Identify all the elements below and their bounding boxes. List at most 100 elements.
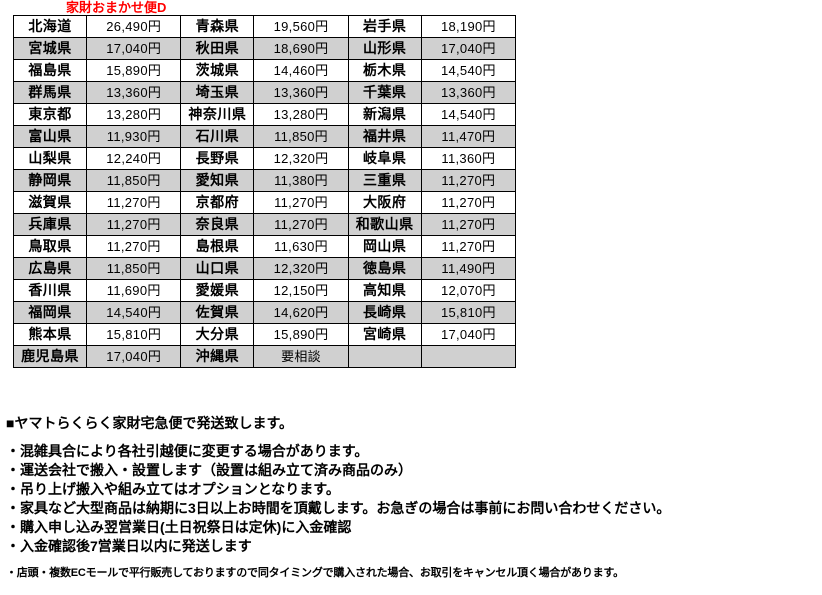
prefecture-cell: 熊本県 — [12, 323, 88, 346]
prefecture-cell: 東京都 — [12, 103, 88, 126]
prefecture-cell: 福井県 — [347, 125, 422, 148]
price-cell: 13,360円 — [420, 81, 517, 104]
prefecture-cell: 香川県 — [12, 279, 88, 302]
price-cell: 11,270円 — [253, 213, 349, 236]
price-table-body: 北海道 26,490円 青森県 19,560円 岩手県 18,190円 宮城県 17,040円… — [12, 15, 517, 368]
price-cell: 14,540円 — [420, 59, 517, 82]
price-cell: 14,540円 — [86, 301, 182, 324]
table-row: 静岡県 11,850円 愛知県 11,380円 三重県 11,270円 — [12, 169, 517, 192]
price-cell: 11,490円 — [420, 257, 517, 280]
table-row: 香川県 11,690円 愛媛県 12,150円 高知県 12,070円 — [12, 279, 517, 302]
notes-block: ■ヤマトらくらく家財宅急便で発送致します。 ・混雑具合により各社引越便に変更する… — [6, 414, 818, 581]
prefecture-cell: 愛知県 — [180, 169, 255, 192]
prefecture-cell: 大阪府 — [347, 191, 422, 214]
price-cell: 12,320円 — [253, 257, 349, 280]
price-cell: 11,630円 — [253, 235, 349, 258]
shipping-price-table: 北海道 26,490円 青森県 19,560円 岩手県 18,190円 宮城県 17,040円… — [12, 15, 517, 368]
prefecture-cell: 京都府 — [180, 191, 255, 214]
price-cell: 11,850円 — [86, 257, 182, 280]
price-cell — [420, 345, 517, 368]
table-row: 山梨県 12,240円 長野県 12,320円 岐阜県 11,360円 — [12, 147, 517, 170]
price-cell: 11,270円 — [86, 191, 182, 214]
prefecture-cell: 山形県 — [347, 37, 422, 60]
table-row: 福島県 15,890円 茨城県 14,460円 栃木県 14,540円 — [12, 59, 517, 82]
price-cell: 12,150円 — [253, 279, 349, 302]
price-cell: 14,460円 — [253, 59, 349, 82]
table-row: 福岡県 14,540円 佐賀県 14,620円 長崎県 15,810円 — [12, 301, 517, 324]
price-cell: 18,690円 — [253, 37, 349, 60]
prefecture-cell: 和歌山県 — [347, 213, 422, 236]
prefecture-cell: 埼玉県 — [180, 81, 255, 104]
prefecture-cell: 広島県 — [12, 257, 88, 280]
price-cell: 15,810円 — [420, 301, 517, 324]
price-cell: 15,890円 — [86, 59, 182, 82]
prefecture-cell: 兵庫県 — [12, 213, 88, 236]
prefecture-cell: 新潟県 — [347, 103, 422, 126]
price-cell: 12,240円 — [86, 147, 182, 170]
table-row: 群馬県 13,360円 埼玉県 13,360円 千葉県 13,360円 — [12, 81, 517, 104]
notes-list: ・混雑具合により各社引越便に変更する場合があります。 ・運送会社で搬入・設置します… — [6, 442, 818, 556]
table-row: 鹿児島県 17,040円 沖縄県 要相談 — [12, 345, 517, 368]
prefecture-cell: 神奈川県 — [180, 103, 255, 126]
note-line: ・家具など大型商品は納期に3日以上お時間を頂戴します。お急ぎの場合は事前にお問い… — [6, 500, 671, 516]
price-cell: 12,070円 — [420, 279, 517, 302]
prefecture-cell — [347, 345, 422, 368]
prefecture-cell: 愛媛県 — [180, 279, 255, 302]
notes-fine-print: ・店頭・複数ECモールで平行販売しておりますので同タイミングで購入された場合、お… — [6, 567, 624, 579]
price-cell: 14,540円 — [420, 103, 517, 126]
prefecture-cell: 徳島県 — [347, 257, 422, 280]
prefecture-cell: 滋賀県 — [12, 191, 88, 214]
prefecture-cell: 鹿児島県 — [12, 345, 88, 368]
prefecture-cell: 秋田県 — [180, 37, 255, 60]
prefecture-cell: 長崎県 — [347, 301, 422, 324]
table-row: 滋賀県 11,270円 京都府 11,270円 大阪府 11,270円 — [12, 191, 517, 214]
prefecture-cell: 静岡県 — [12, 169, 88, 192]
price-cell: 18,190円 — [420, 15, 517, 38]
prefecture-cell: 岐阜県 — [347, 147, 422, 170]
prefecture-cell: 鳥取県 — [12, 235, 88, 258]
price-cell: 13,280円 — [253, 103, 349, 126]
prefecture-cell: 佐賀県 — [180, 301, 255, 324]
prefecture-cell: 沖縄県 — [180, 345, 255, 368]
price-cell: 17,040円 — [420, 323, 517, 346]
prefecture-cell: 青森県 — [180, 15, 255, 38]
prefecture-cell: 群馬県 — [12, 81, 88, 104]
table-row: 富山県 11,930円 石川県 11,850円 福井県 11,470円 — [12, 125, 517, 148]
prefecture-cell: 奈良県 — [180, 213, 255, 236]
prefecture-cell: 山口県 — [180, 257, 255, 280]
table-row: 東京都 13,280円 神奈川県 13,280円 新潟県 14,540円 — [12, 103, 517, 126]
price-cell: 13,280円 — [86, 103, 182, 126]
table-row: 鳥取県 11,270円 島根県 11,630円 岡山県 11,270円 — [12, 235, 517, 258]
table-row: 広島県 11,850円 山口県 12,320円 徳島県 11,490円 — [12, 257, 517, 280]
prefecture-cell: 岩手県 — [347, 15, 422, 38]
prefecture-cell: 福島県 — [12, 59, 88, 82]
prefecture-cell: 島根県 — [180, 235, 255, 258]
price-cell: 11,470円 — [420, 125, 517, 148]
price-cell: 11,850円 — [253, 125, 349, 148]
price-cell: 11,270円 — [420, 191, 517, 214]
note-line: ・混雑具合により各社引越便に変更する場合があります。 — [6, 443, 369, 459]
price-cell: 11,270円 — [86, 235, 182, 258]
table-row: 北海道 26,490円 青森県 19,560円 岩手県 18,190円 — [12, 15, 517, 38]
price-cell: 12,320円 — [253, 147, 349, 170]
price-cell: 11,360円 — [420, 147, 517, 170]
note-line: ・購入申し込み翌営業日(土日祝祭日は定休)に入金確認 — [6, 519, 352, 535]
prefecture-cell: 茨城県 — [180, 59, 255, 82]
prefecture-cell: 福岡県 — [12, 301, 88, 324]
price-cell: 15,890円 — [253, 323, 349, 346]
price-cell: 15,810円 — [86, 323, 182, 346]
prefecture-cell: 山梨県 — [12, 147, 88, 170]
price-cell: 17,040円 — [420, 37, 517, 60]
prefecture-cell: 岡山県 — [347, 235, 422, 258]
page-title: 家財おまかせ便D — [66, 0, 167, 15]
price-cell: 11,270円 — [420, 213, 517, 236]
price-cell: 11,270円 — [420, 169, 517, 192]
prefecture-cell: 栃木県 — [347, 59, 422, 82]
prefecture-cell: 富山県 — [12, 125, 88, 148]
price-cell: 11,850円 — [86, 169, 182, 192]
prefecture-cell: 千葉県 — [347, 81, 422, 104]
note-line: ・吊り上げ搬入や組み立てはオプションとなります。 — [6, 481, 340, 497]
price-cell: 14,620円 — [253, 301, 349, 324]
price-cell: 13,360円 — [253, 81, 349, 104]
price-cell: 26,490円 — [86, 15, 182, 38]
